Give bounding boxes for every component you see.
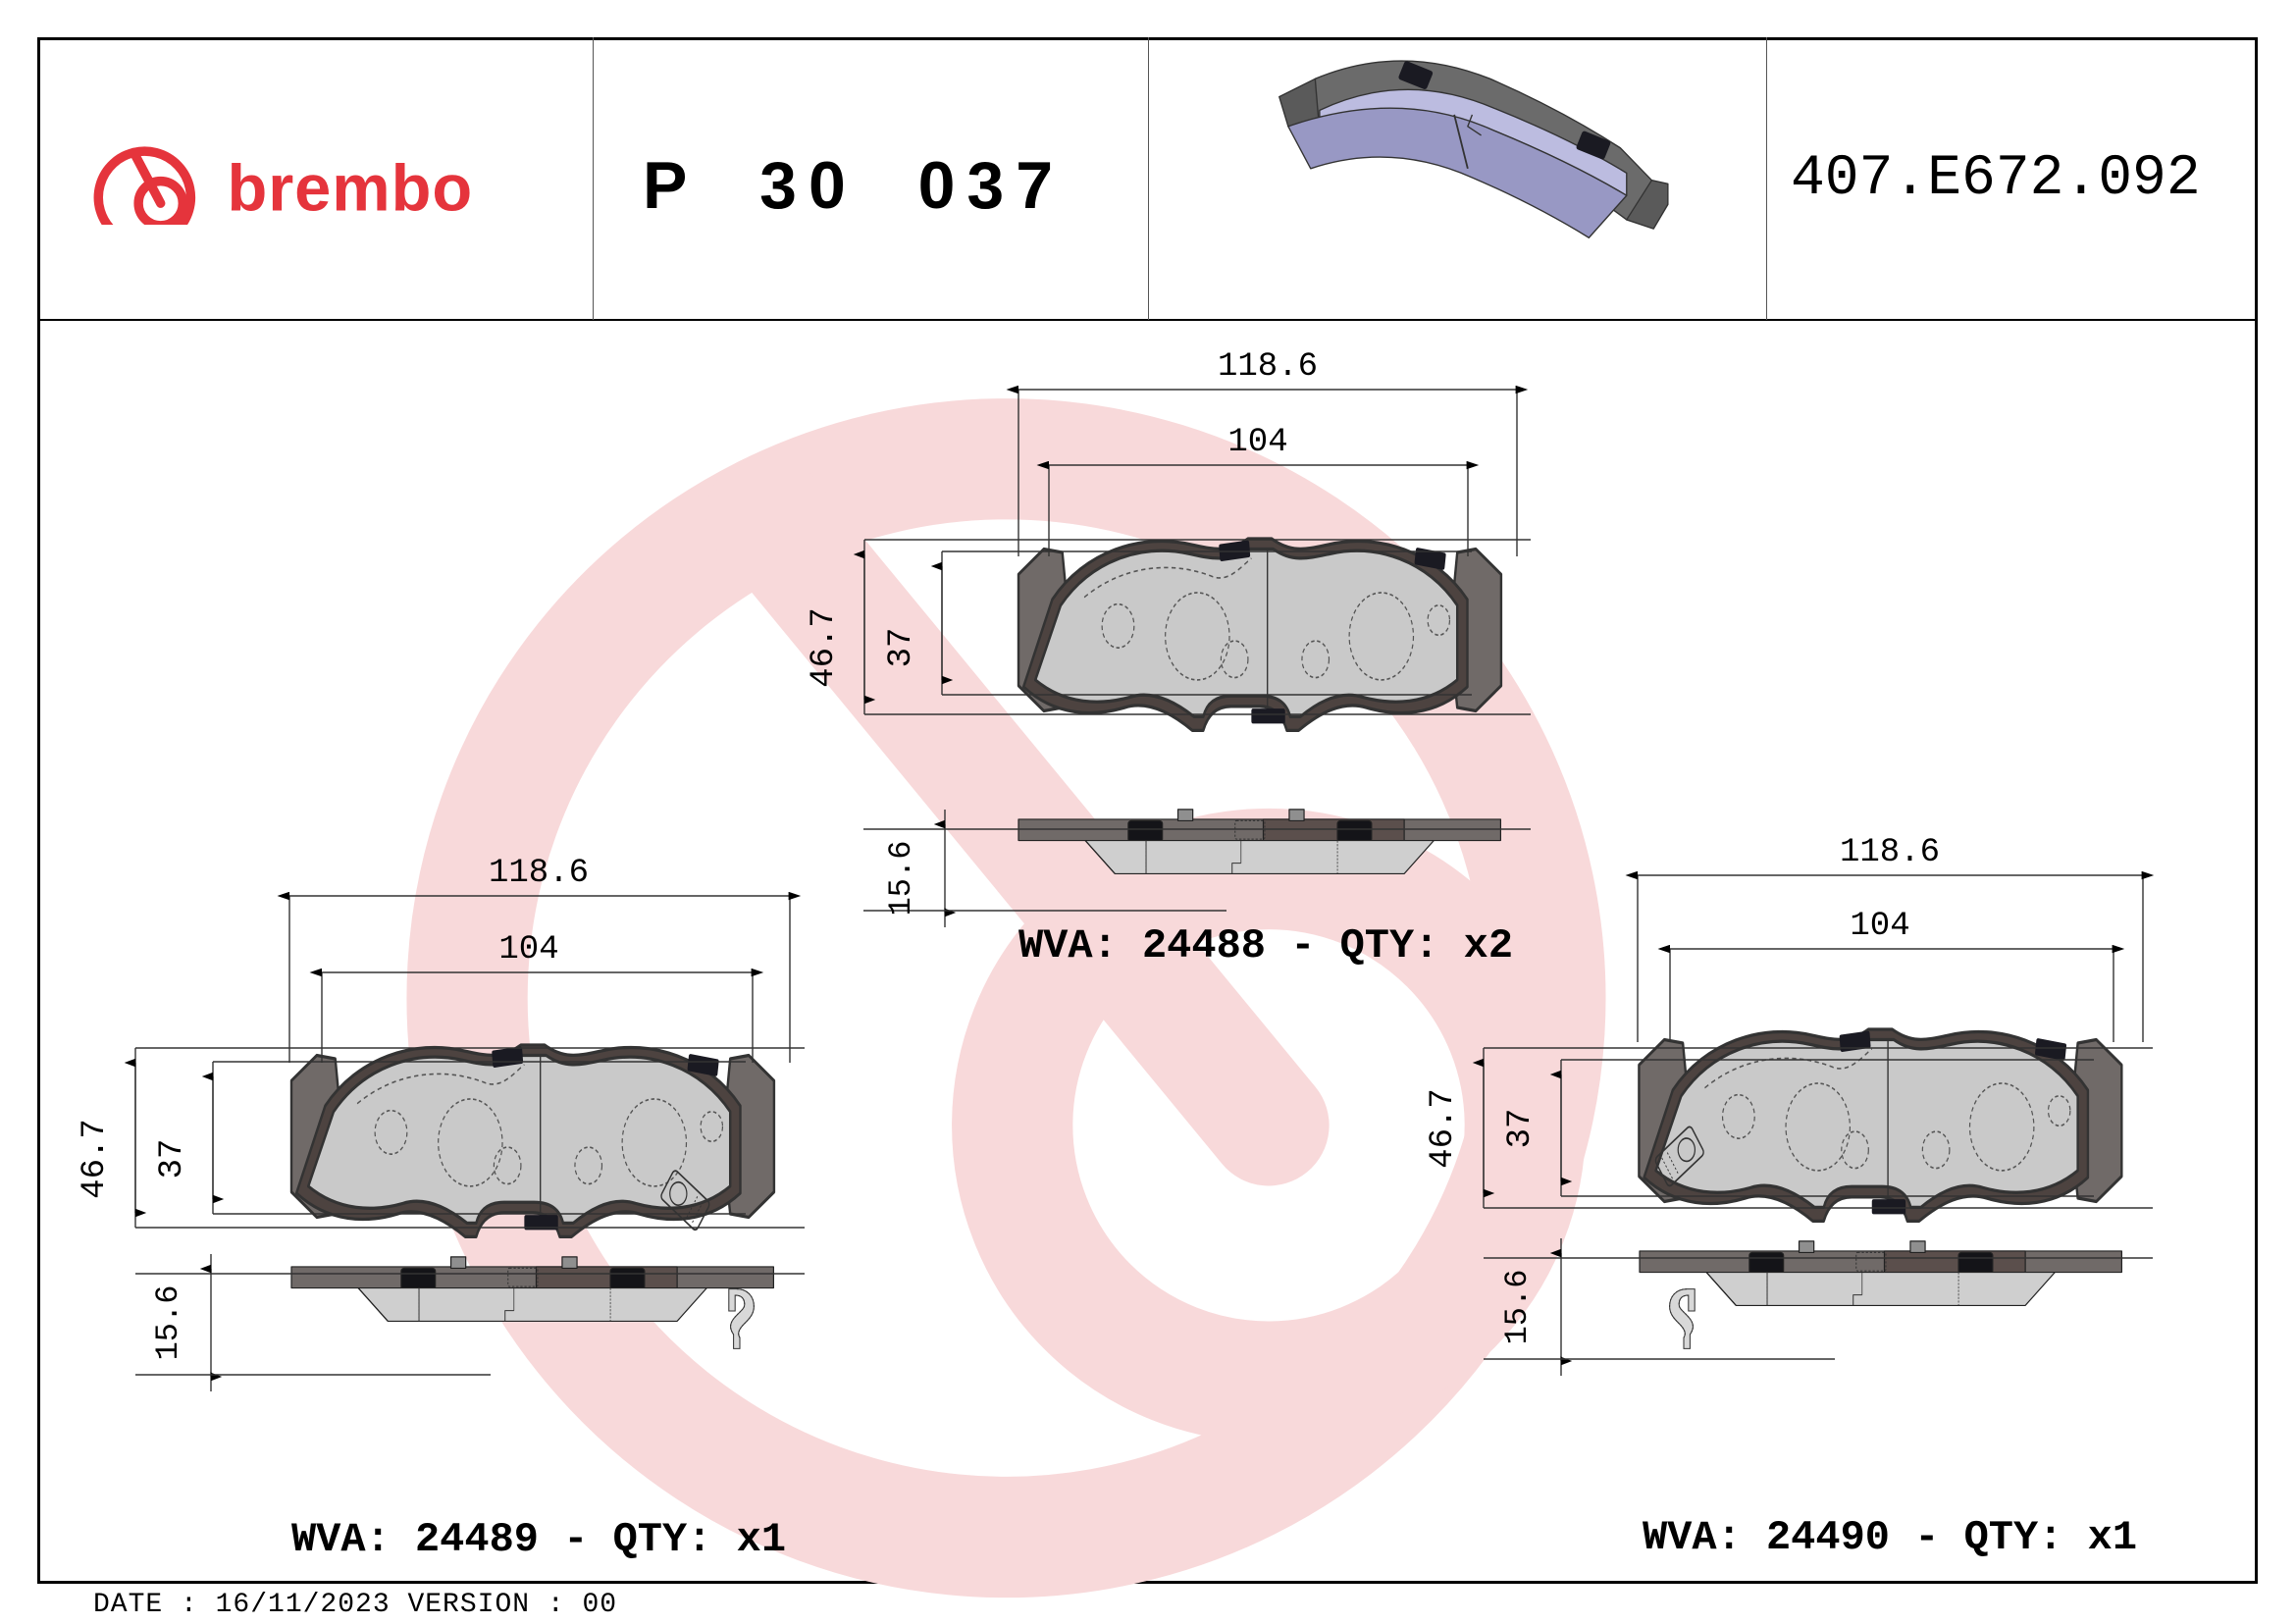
svg-text:104: 104 bbox=[498, 931, 558, 969]
svg-text:118.6: 118.6 bbox=[1218, 348, 1318, 386]
svg-text:118.6: 118.6 bbox=[1840, 834, 1940, 871]
svg-text:37: 37 bbox=[1502, 1109, 1539, 1149]
svg-text:WVA: 24490 - QTY: x1: WVA: 24490 - QTY: x1 bbox=[1643, 1514, 2137, 1561]
svg-text:15.6: 15.6 bbox=[150, 1285, 186, 1361]
svg-text:46.7: 46.7 bbox=[806, 607, 843, 688]
svg-text:WVA: 24489 - QTY: x1: WVA: 24489 - QTY: x1 bbox=[291, 1516, 786, 1563]
svg-text:46.7: 46.7 bbox=[1425, 1088, 1462, 1169]
svg-text:15.6: 15.6 bbox=[883, 841, 919, 917]
svg-text:104: 104 bbox=[1850, 908, 1909, 945]
svg-text:118.6: 118.6 bbox=[489, 855, 589, 892]
svg-text:WVA: 24488 - QTY: x2: WVA: 24488 - QTY: x2 bbox=[1018, 922, 1513, 969]
svg-text:15.6: 15.6 bbox=[1499, 1270, 1536, 1345]
svg-text:37: 37 bbox=[154, 1139, 191, 1179]
svg-text:104: 104 bbox=[1227, 424, 1287, 461]
svg-text:37: 37 bbox=[883, 628, 920, 668]
svg-text:46.7: 46.7 bbox=[77, 1119, 114, 1199]
